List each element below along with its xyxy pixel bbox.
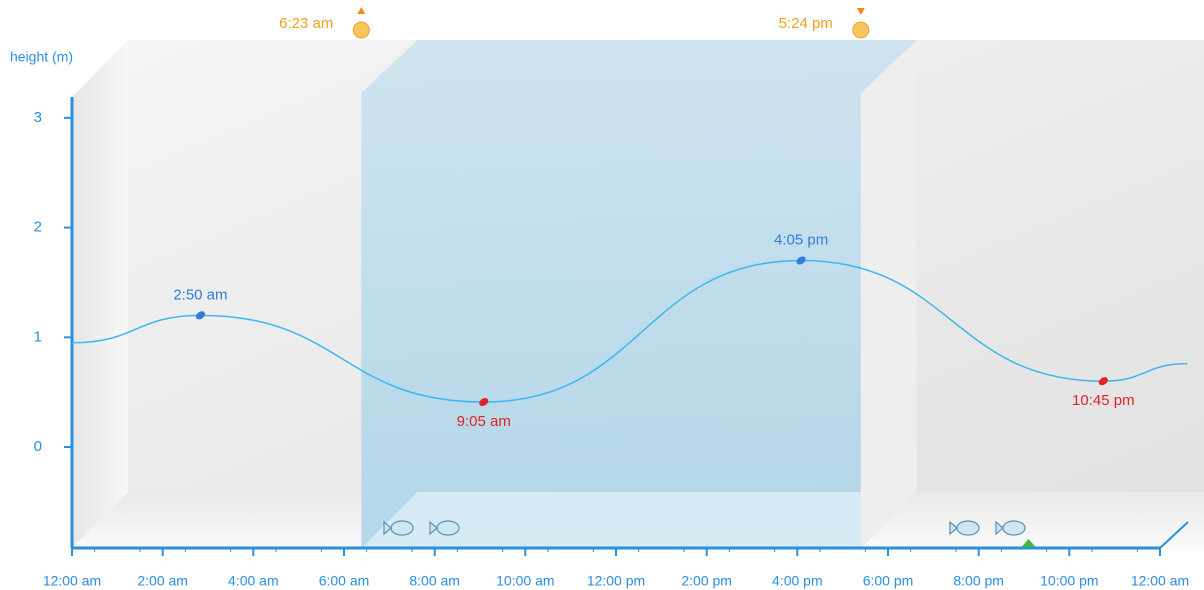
y-tick-label: 2 [34,219,42,236]
daylight-box [361,40,917,548]
tide-point [1098,377,1108,386]
now-marker [1021,539,1036,547]
y-axis-label: height (m) [10,49,73,65]
sun-icon [352,21,370,39]
x-tick-label: 2:00 am [137,573,188,589]
x-axis-end [1159,521,1189,549]
y-tick-label: 0 [34,438,42,455]
tide-time: 4:05 pm [774,231,828,248]
tide-point [796,256,806,265]
x-tick-label: 10:00 pm [1040,573,1098,589]
x-tick-label: 2:00 pm [681,573,732,589]
x-tick-label: 12:00 pm [587,573,645,589]
daylight [361,40,917,548]
tide-point [479,398,489,407]
daylight-floor [361,492,861,548]
sun-arrow [357,7,366,14]
y-tick-label: 3 [34,109,42,126]
x-tick-label: 4:00 pm [772,573,823,589]
x-tick-label: 12:00 am [43,573,101,589]
sun-time: 6:23 am [279,15,333,32]
tide-time: 9:05 am [457,413,511,430]
x-tick-label: 6:00 pm [863,573,914,589]
x-tick-label: 8:00 am [409,573,460,589]
x-tick-label: 8:00 pm [953,573,1004,589]
sun-time: 5:24 pm [779,15,833,32]
x-tick-label: 6:00 am [319,573,370,589]
tide-time: 2:50 am [173,286,227,303]
tide-point [195,311,205,320]
sun-icon [852,21,870,39]
x-tick-label: 12:00 am [1131,573,1189,589]
daylight-wall [860,40,917,548]
y-tick-label: 1 [34,328,42,345]
fish-icons [383,520,1026,536]
tide-time: 10:45 pm [1072,392,1135,409]
sun-arrow [856,8,865,15]
x-tick-label: 10:00 am [496,573,554,589]
x-tick-label: 4:00 am [228,573,279,589]
